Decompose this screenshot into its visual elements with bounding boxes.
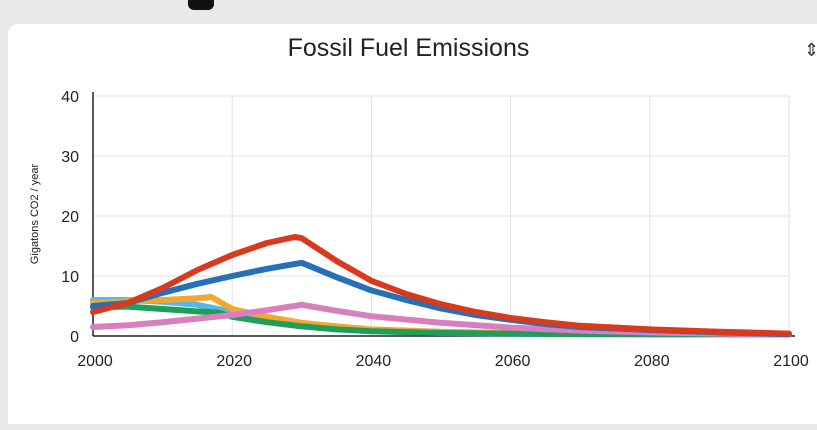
series-line-1	[90, 234, 792, 337]
top-strip	[0, 0, 817, 24]
y-axis-title: Gigatons CO2 / year	[29, 164, 41, 265]
x-tick-label: 2080	[634, 353, 670, 370]
y-tick-label: 30	[61, 149, 79, 166]
series-lines	[90, 234, 792, 338]
x-tick-label: 2020	[216, 353, 252, 370]
expand-icon[interactable]: ⇕	[804, 40, 817, 60]
y-tick-label: 40	[61, 89, 79, 106]
y-tick-label: 0	[70, 329, 79, 346]
y-tick-label: 10	[61, 269, 79, 286]
top-tab-handle	[188, 0, 214, 10]
x-tick-label: 2040	[356, 353, 392, 370]
chart-card	[8, 24, 817, 424]
y-tick-label: 20	[61, 209, 79, 226]
x-tick-label: 2000	[77, 353, 113, 370]
tick-labels: 0 10 20 30 40 2000 2020 2040 2060 2080 2100	[61, 89, 809, 370]
chart-title: Fossil Fuel Emissions	[287, 34, 530, 62]
x-tick-label: 2060	[495, 353, 531, 370]
x-tick-label: 2100	[773, 353, 809, 370]
grid-lines	[92, 95, 790, 336]
